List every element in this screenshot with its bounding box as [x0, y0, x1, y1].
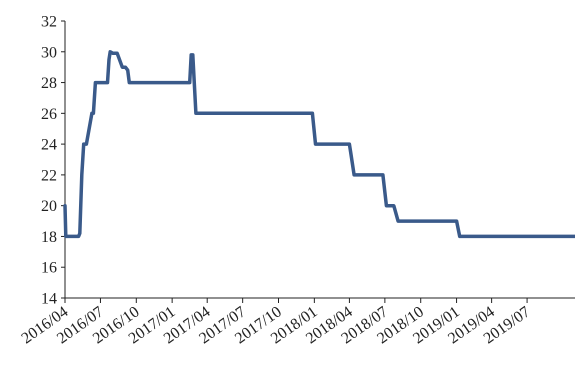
y-tick-label: 14: [41, 291, 57, 308]
y-tick-label: 32: [41, 14, 57, 31]
y-axis-tick-labels: 14 16 18 20 22 24 26 28 30 32: [41, 14, 65, 308]
x-axis-tick-labels: 2016/042016/072016/102017/012017/042017/…: [19, 303, 534, 347]
y-tick-label: 28: [41, 75, 57, 92]
y-tick-label: 24: [41, 137, 57, 154]
series-line: [63, 50, 575, 239]
series-layer: [63, 50, 575, 239]
y-tick-label: 16: [41, 260, 57, 277]
y-tick-label: 18: [41, 229, 57, 246]
x-axis-tick-marks: [64, 298, 528, 303]
y-tick-label: 22: [41, 167, 57, 184]
y-tick-label: 30: [41, 44, 57, 61]
y-tick-label: 26: [41, 106, 57, 123]
y-tick-label: 20: [41, 198, 57, 215]
